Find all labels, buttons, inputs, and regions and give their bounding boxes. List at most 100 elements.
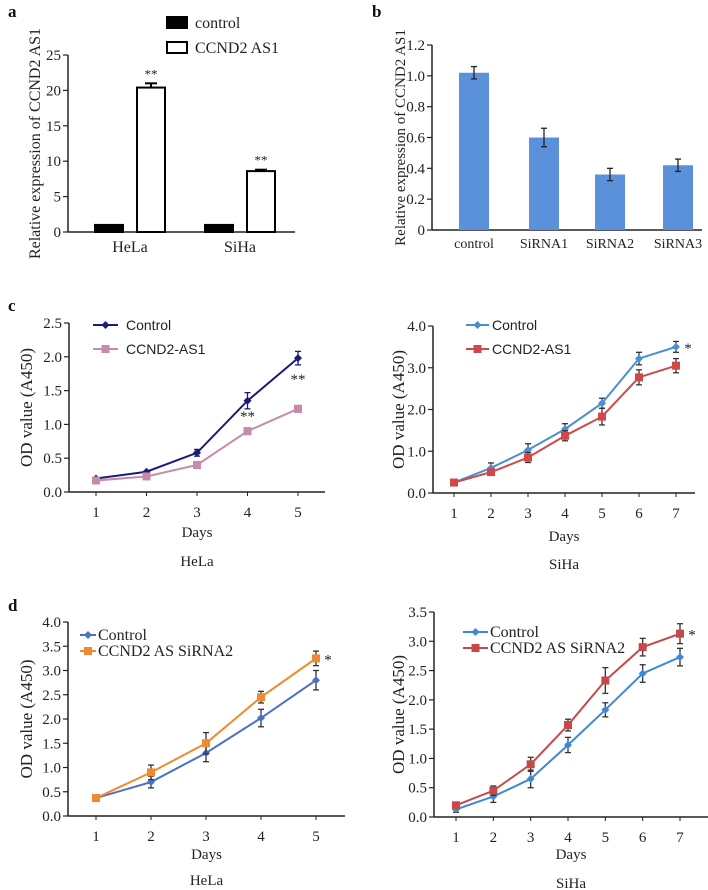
y-axis-label: Relative expression of CCND2 AS1	[27, 28, 44, 259]
y-tick-label: 4.0	[42, 615, 61, 631]
y-tick-label: 3.0	[42, 664, 61, 680]
legend-marker	[471, 628, 480, 636]
series-line	[95, 657, 317, 799]
x-tick-label: 1	[92, 829, 100, 845]
data-point	[202, 739, 210, 748]
y-tick-label: 2.0	[408, 693, 427, 709]
x-tick-label: 3	[524, 506, 532, 522]
y-axis-label: OD value (A450)	[17, 348, 36, 467]
y-axis-label: OD value (A450)	[17, 660, 36, 779]
y-axis-label: Relative expression of CCND2 AS1	[393, 29, 409, 246]
series-line	[455, 656, 681, 811]
y-tick-label: 4.0	[407, 319, 426, 335]
x-tick-label: 1	[452, 830, 460, 846]
data-point	[452, 801, 460, 810]
y-tick-label: 5	[54, 190, 62, 206]
y-tick-label: 1.0	[408, 751, 427, 767]
y-tick-label: 15	[46, 119, 61, 135]
chart-subtitle: HeLa	[180, 554, 214, 570]
y-tick-label: 3.0	[408, 634, 427, 650]
x-tick-label: 6	[639, 830, 647, 846]
significance-marker: **	[255, 153, 268, 168]
category-label: HeLa	[112, 239, 148, 256]
data-point	[638, 643, 647, 652]
y-tick-label: 2.0	[42, 712, 61, 728]
x-tick-label: 1	[92, 505, 100, 521]
x-tick-label: 4	[564, 830, 572, 846]
y-tick-label: 0.0	[43, 485, 62, 501]
bar	[459, 72, 489, 230]
x-tick-label: 5	[602, 830, 610, 846]
x-tick-label: 7	[672, 506, 680, 522]
chart-subtitle: SiHa	[549, 557, 579, 573]
legend-marker	[473, 321, 482, 329]
data-point	[243, 396, 252, 405]
data-point	[450, 478, 458, 487]
panel-label-c: c	[8, 296, 16, 315]
y-tick-label: 2.5	[408, 664, 427, 680]
x-axis-label: Days	[182, 525, 213, 541]
legend-label: Control	[126, 317, 171, 333]
data-point	[638, 669, 647, 678]
chart-c1: 0.0 0.5 1.0 1.5 2.0 2.5 OD value (A450) 1 2 3 4 5 Da…	[17, 316, 325, 570]
x-tick-label: 5	[294, 505, 302, 521]
x-tick-label: 2	[487, 506, 495, 522]
y-tick-label: 1.2	[406, 38, 425, 54]
y-tick-label: 0	[54, 225, 62, 241]
significance-marker: **	[145, 66, 158, 81]
y-tick-label: 2.5	[42, 688, 61, 704]
y-tick-label: 10	[46, 154, 61, 170]
significance-marker: *	[688, 628, 696, 644]
data-point	[564, 740, 572, 749]
x-tick-label: 2	[147, 829, 155, 845]
x-tick-label: 2	[143, 505, 151, 521]
data-point	[672, 342, 680, 351]
legend-marker	[473, 345, 482, 353]
data-point	[635, 373, 643, 382]
y-tick-label: 3.5	[42, 639, 61, 655]
chart-c2: 0.0 1.0 2.0 3.0 4.0 OD value (A450) 1 2 3 4 5 6 7 Day…	[389, 317, 695, 573]
chart-subtitle: HeLa	[190, 873, 224, 889]
x-tick-label: 6	[635, 506, 643, 522]
y-tick-label: 0.4	[406, 161, 425, 177]
data-point	[564, 721, 572, 730]
legend-marker	[84, 647, 92, 655]
legend-label: control	[195, 15, 241, 32]
data-point	[526, 774, 535, 783]
bar	[246, 170, 276, 233]
category-label: SiRNA1	[520, 237, 568, 252]
y-tick-label: 0.0	[408, 810, 427, 826]
data-point	[676, 653, 684, 662]
y-axis-label: OD value (A450)	[389, 350, 408, 469]
data-point	[312, 654, 320, 663]
y-tick-label: 20	[46, 83, 61, 99]
legend-label: CCND2-AS1	[126, 341, 206, 357]
data-point	[635, 354, 643, 363]
y-tick-label: 0.0	[42, 809, 61, 825]
legend-label: CCND2 AS SiRNA2	[98, 643, 233, 660]
y-tick-label: 3.0	[407, 361, 426, 377]
data-point	[193, 448, 201, 457]
data-point	[601, 705, 610, 714]
y-tick-label: 0.2	[406, 192, 425, 208]
x-axis-label: Days	[556, 847, 587, 863]
legend-label: Control	[98, 627, 147, 644]
data-point	[257, 693, 265, 702]
x-axis-label: Days	[191, 847, 222, 863]
category-label: SiRNA2	[586, 237, 634, 252]
x-tick-label: 4	[257, 829, 265, 845]
data-point	[598, 399, 606, 408]
y-axis-label: OD value (A450)	[389, 655, 408, 774]
data-point	[312, 676, 320, 685]
bar	[529, 137, 559, 230]
data-point	[92, 476, 100, 485]
bar	[136, 86, 166, 234]
chart-d1: 0.0 0.5 1.0 1.5 2.0 2.5 3.0 3.5 4.0 OD value (A45…	[17, 615, 345, 889]
bar	[663, 165, 693, 230]
data-point	[142, 472, 151, 481]
y-tick-label: 25	[46, 48, 61, 64]
panel-label-b: b	[372, 2, 382, 21]
y-tick-label: 1.0	[42, 761, 61, 777]
x-axis-label: Days	[549, 529, 580, 545]
y-tick-label: 1.0	[407, 444, 426, 460]
